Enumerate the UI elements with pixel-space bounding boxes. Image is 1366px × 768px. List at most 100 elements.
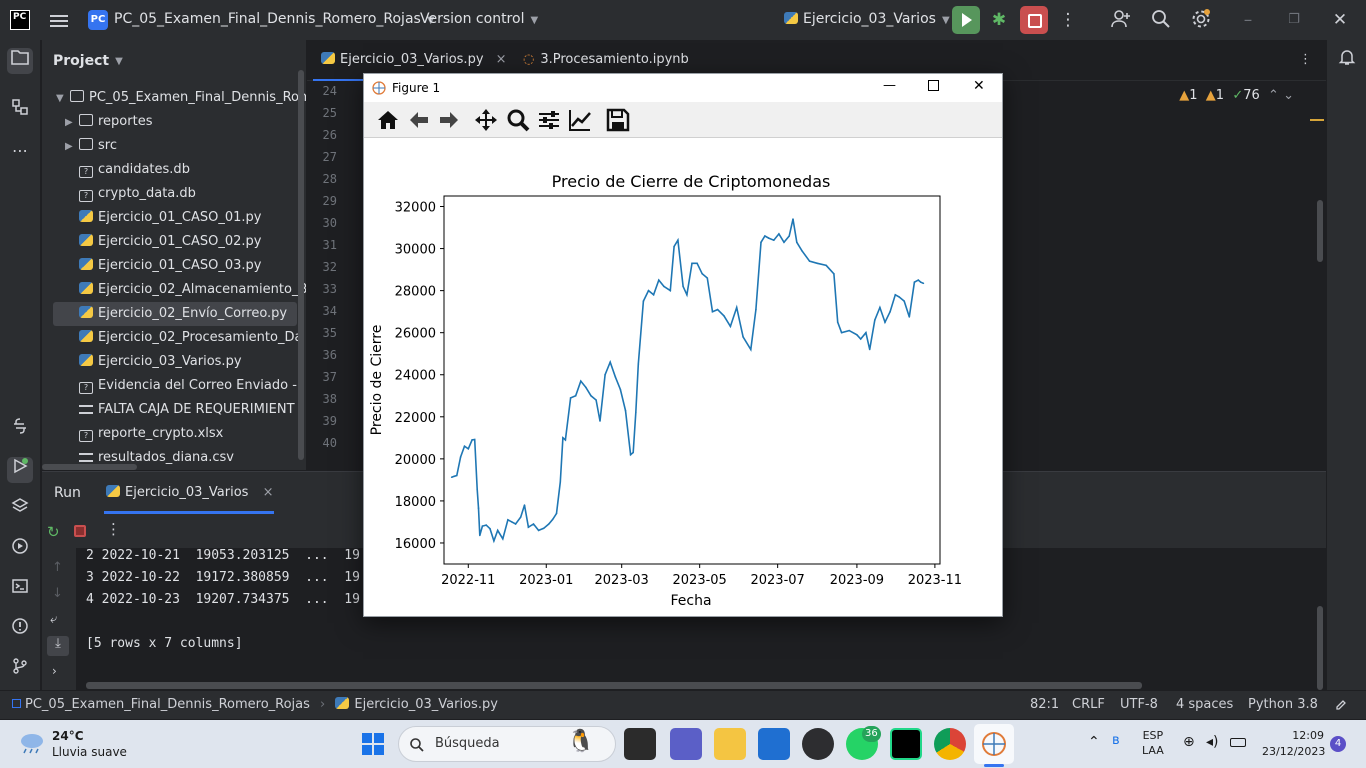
python-interpreter[interactable]: Python 3.8 xyxy=(1248,697,1318,712)
battery-icon[interactable] xyxy=(1230,738,1246,747)
notifications-bell-icon[interactable] xyxy=(1334,48,1360,74)
chevron-up-icon[interactable]: ⌃ xyxy=(1268,88,1279,103)
matplotlib-figure-taskbar-icon[interactable] xyxy=(974,724,1014,764)
structure-icon[interactable] xyxy=(7,98,33,124)
terminal-icon[interactable] xyxy=(7,577,33,603)
chevron-right-icon[interactable]: ▶ xyxy=(65,141,73,152)
run-tab-config[interactable]: Ejercicio_03_Varios × xyxy=(106,485,273,500)
network-globe-icon[interactable]: ⊕ xyxy=(1183,734,1195,750)
tree-item[interactable]: Ejercicio_01_CASO_02.py xyxy=(42,230,306,254)
scroll-down-icon[interactable]: ↓ xyxy=(52,586,63,601)
figure-minimize-icon[interactable]: — xyxy=(883,78,896,93)
weather-icon[interactable] xyxy=(18,730,46,760)
settings-gear-icon[interactable] xyxy=(1189,8,1213,32)
tree-item[interactable]: ? Evidencia del Correo Enviado - xyxy=(42,374,306,398)
tree-item[interactable]: ? candidates.db xyxy=(42,158,306,182)
problems-icon[interactable] xyxy=(7,617,33,643)
python-console-icon[interactable] xyxy=(7,417,33,443)
microsoft-store-icon[interactable] xyxy=(758,728,790,760)
search-icon[interactable] xyxy=(1149,8,1173,32)
rerun-icon[interactable]: ↻ xyxy=(47,523,60,541)
figure-titlebar[interactable]: Figure 1 — ✕ xyxy=(364,74,1002,102)
stop-button[interactable] xyxy=(1020,6,1048,34)
vcs-selector[interactable]: Version control ▼ xyxy=(420,11,538,27)
tree-item[interactable]: resultados_diana.csv xyxy=(42,446,306,470)
inspection-widget[interactable]: ▲1 ▲1 ✓76 ⌃ ⌄ xyxy=(1179,88,1294,103)
tree-item[interactable]: Ejercicio_03_Varios.py xyxy=(42,350,306,374)
editor-scrollbar[interactable] xyxy=(1317,200,1323,262)
tree-root[interactable]: ▼ PC_05_Examen_Final_Dennis_Romero_Rojas xyxy=(42,86,306,110)
console-hscrollbar[interactable] xyxy=(86,682,1142,689)
debug-icon[interactable]: ✱ xyxy=(991,10,1007,30)
caret-position[interactable]: 82:1 xyxy=(1030,697,1060,712)
home-icon[interactable] xyxy=(374,106,402,134)
tab-ejercicio-03-varios[interactable]: Ejercicio_03_Varios.py × xyxy=(313,52,523,81)
project-scrollbar[interactable] xyxy=(298,70,304,460)
chevron-down-icon[interactable]: ⌄ xyxy=(1283,88,1294,103)
project-hscrollbar[interactable] xyxy=(42,464,137,470)
window-minimize-icon[interactable]: – xyxy=(1243,10,1253,30)
tree-item[interactable]: Ejercicio_02_Procesamiento_Da xyxy=(42,326,306,350)
lock-icon[interactable] xyxy=(1334,691,1348,719)
indent-setting[interactable]: 4 spaces xyxy=(1176,697,1234,712)
chevron-right-icon[interactable]: ▶ xyxy=(65,117,73,128)
rerun-button[interactable] xyxy=(952,6,980,34)
volume-icon[interactable]: ◂) xyxy=(1206,734,1219,750)
task-view-icon[interactable] xyxy=(624,728,656,760)
console-vscrollbar[interactable] xyxy=(1317,606,1323,690)
scroll-to-end-icon[interactable]: ⤓ xyxy=(47,636,69,656)
window-restore-icon[interactable]: ❐ xyxy=(1288,12,1300,27)
github-desktop-icon[interactable] xyxy=(802,728,834,760)
more-tools-icon[interactable]: ⋯ xyxy=(12,141,28,160)
tab-procesamiento-ipynb[interactable]: ◌ 3.Procesamiento.ipynb xyxy=(523,52,689,67)
tree-item[interactable]: ? crypto_data.db xyxy=(42,182,306,206)
notification-badge[interactable]: 4 xyxy=(1330,736,1346,752)
add-user-icon[interactable] xyxy=(1109,8,1133,32)
tree-item[interactable]: Ejercicio_02_Almacenamiento_B xyxy=(42,278,306,302)
project-panel-header[interactable]: Project ▼ xyxy=(42,40,306,82)
forward-arrow-icon[interactable] xyxy=(435,106,463,134)
line-separator[interactable]: CRLF xyxy=(1072,697,1105,712)
tray-chevron-up-icon[interactable]: ⌃ xyxy=(1088,734,1100,750)
pycharm-logo-icon[interactable]: PC xyxy=(10,10,30,30)
windows-start-icon[interactable] xyxy=(361,732,385,756)
services-icon[interactable] xyxy=(7,537,33,563)
tree-item[interactable]: Ejercicio_01_CASO_03.py xyxy=(42,254,306,278)
run-tool-icon[interactable] xyxy=(7,457,33,483)
close-tab-icon[interactable]: × xyxy=(495,52,507,67)
soft-wrap-icon[interactable]: ⤶ xyxy=(50,612,58,627)
figure-close-icon[interactable]: ✕ xyxy=(973,78,985,94)
file-explorer-icon[interactable] xyxy=(714,728,746,760)
figure-maximize-icon[interactable] xyxy=(928,80,939,91)
stop-icon[interactable] xyxy=(74,525,86,537)
run-config-selector[interactable]: Ejercicio_03_Varios ▼ xyxy=(784,11,950,27)
taskbar-search[interactable]: Búsqueda 🐧 xyxy=(398,726,616,762)
zoom-magnifier-icon[interactable] xyxy=(504,106,532,134)
chrome-icon[interactable] xyxy=(934,728,966,760)
tree-item[interactable]: FALTA CAJA DE REQUERIMIENT xyxy=(42,398,306,422)
tree-item[interactable]: ▶ src xyxy=(42,134,306,158)
back-arrow-icon[interactable] xyxy=(405,106,433,134)
tree-item[interactable]: ? reporte_crypto.xlsx xyxy=(42,422,306,446)
window-close-icon[interactable]: ✕ xyxy=(1332,10,1348,30)
breadcrumb-project[interactable]: PC_05_Examen_Final_Dennis_Romero_Rojas xyxy=(25,697,310,712)
tree-item[interactable]: Ejercicio_01_CASO_01.py xyxy=(42,206,306,230)
language-indicator[interactable]: ESP LAA xyxy=(1142,728,1164,758)
run-more-icon[interactable]: ⋮ xyxy=(106,520,121,538)
teams-icon[interactable] xyxy=(670,728,702,760)
tree-item[interactable]: Ejercicio_02_Envío_Correo.py xyxy=(53,302,297,326)
configure-subplots-icon[interactable] xyxy=(535,106,563,134)
tabs-more-icon[interactable]: ⋮ xyxy=(1299,52,1312,67)
price-line-chart[interactable]: Precio de Cierre de Criptomonedas 160001… xyxy=(364,138,1002,616)
scroll-up-icon[interactable]: ↑ xyxy=(52,560,63,575)
expand-icon[interactable]: › xyxy=(52,664,57,678)
project-folder-icon[interactable] xyxy=(7,48,33,74)
edit-axes-icon[interactable] xyxy=(566,106,594,134)
file-encoding[interactable]: UTF-8 xyxy=(1120,697,1158,712)
breadcrumb-file[interactable]: Ejercicio_03_Varios.py xyxy=(354,697,498,712)
git-branch-icon[interactable] xyxy=(7,657,33,683)
tree-item[interactable]: ▶ reportes xyxy=(42,110,306,134)
pan-move-icon[interactable] xyxy=(472,106,500,134)
layers-icon[interactable] xyxy=(7,497,33,523)
bluetooth-icon[interactable]: ʙ xyxy=(1112,733,1120,748)
